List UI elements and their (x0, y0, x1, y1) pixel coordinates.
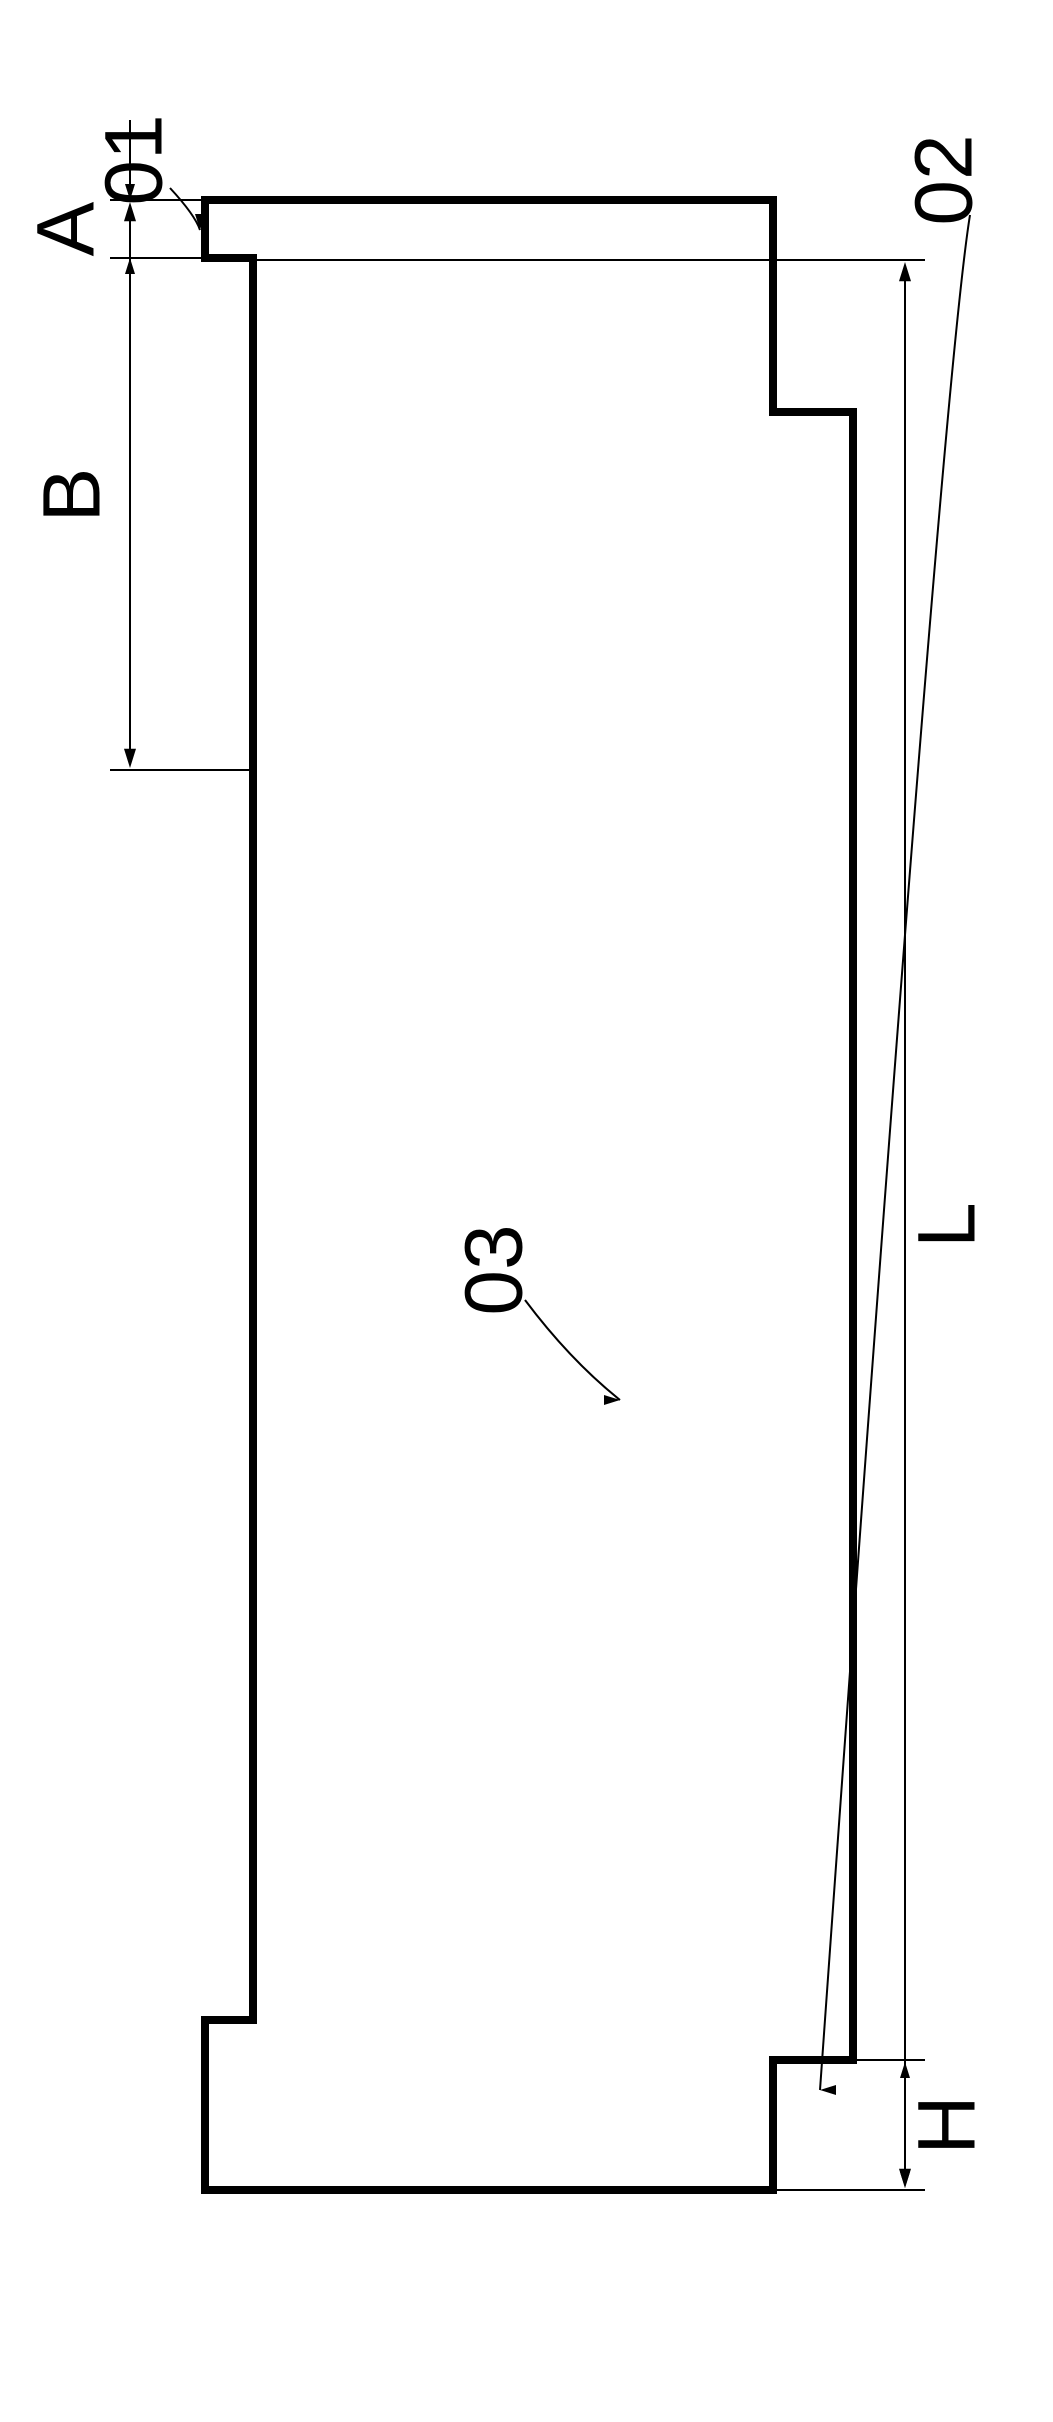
dim-b-label: B (27, 468, 118, 523)
callout-02-label: 02 (899, 134, 990, 225)
dim-l-label: L (902, 1202, 993, 1248)
callout-02-leader (820, 215, 970, 2090)
callout-01-label: 01 (89, 114, 180, 205)
dimension-arrowhead (820, 2085, 836, 2095)
dimension-arrowhead (899, 262, 911, 281)
dimension-arrowhead (900, 2062, 910, 2078)
dimension-arrowhead (604, 1395, 620, 1405)
dimension-arrowhead (900, 2172, 910, 2188)
dim-a-label: A (21, 201, 112, 256)
dim-h-label: H (902, 2095, 993, 2154)
dimension-arrowhead (124, 749, 136, 768)
profile-outline (205, 200, 853, 2190)
callout-03-label: 03 (449, 1224, 540, 1315)
